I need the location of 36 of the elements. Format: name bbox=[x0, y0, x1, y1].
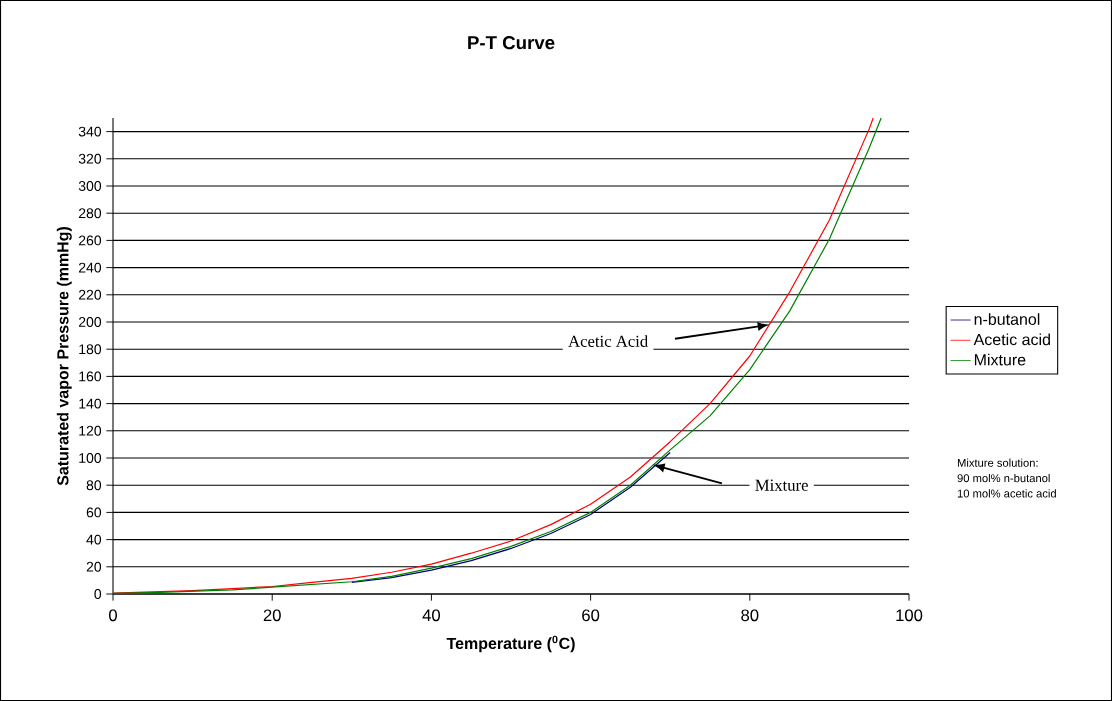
y-tick-label: 60 bbox=[86, 507, 102, 518]
legend-label: n-butanol bbox=[974, 313, 1040, 325]
legend-label: Mixture bbox=[974, 353, 1026, 366]
y-tick-label: 320 bbox=[78, 153, 102, 164]
y-tick-label: 200 bbox=[78, 317, 102, 327]
y-tick-label: 0 bbox=[94, 589, 102, 599]
y-tick-label: 300 bbox=[78, 181, 102, 191]
x-tick-label: 60 bbox=[582, 609, 600, 622]
y-tick-label: 240 bbox=[78, 262, 102, 273]
y-tick-label: 180 bbox=[79, 344, 102, 355]
x-axis-title: Temperature ($^{0}$C) bbox=[446, 635, 575, 653]
annotation: Mixture bbox=[755, 479, 808, 491]
y-tick-label: 80 bbox=[86, 480, 102, 491]
x-tick-label: 20 bbox=[263, 609, 281, 622]
x-tick-label: 80 bbox=[741, 609, 759, 622]
y-tick-label: 120 bbox=[79, 425, 102, 436]
text: 90 mol% n-butanol bbox=[957, 473, 1050, 483]
x-tick-label: 100 bbox=[896, 609, 923, 622]
y-tick-label: 340 bbox=[78, 126, 102, 137]
text: Mixture solution: bbox=[957, 458, 1038, 467]
y-tick-label: 160 bbox=[79, 371, 102, 382]
y-tick-label: 140 bbox=[79, 398, 102, 409]
y-tick-label: 220 bbox=[78, 289, 102, 300]
y-tick-label: 280 bbox=[78, 208, 102, 219]
x-tick-label: 0 bbox=[109, 609, 117, 622]
y-tick-label: 20 bbox=[86, 561, 102, 572]
y-tick-label: 260 bbox=[78, 235, 102, 246]
legend-label: Acetic acid bbox=[973, 333, 1050, 346]
y-tick-label: 40 bbox=[86, 534, 102, 545]
line-series bbox=[351, 451, 671, 584]
y-tick-label: 100 bbox=[79, 453, 102, 463]
x-tick-label: 40 bbox=[422, 609, 441, 622]
chart-title: P-T Curve bbox=[468, 36, 555, 50]
y-axis-title: Saturated vapor Pressure (mmHg) bbox=[56, 227, 72, 486]
text: 10 mol% acetic acid bbox=[957, 489, 1056, 498]
annotation: Acetic Acid bbox=[568, 335, 648, 347]
